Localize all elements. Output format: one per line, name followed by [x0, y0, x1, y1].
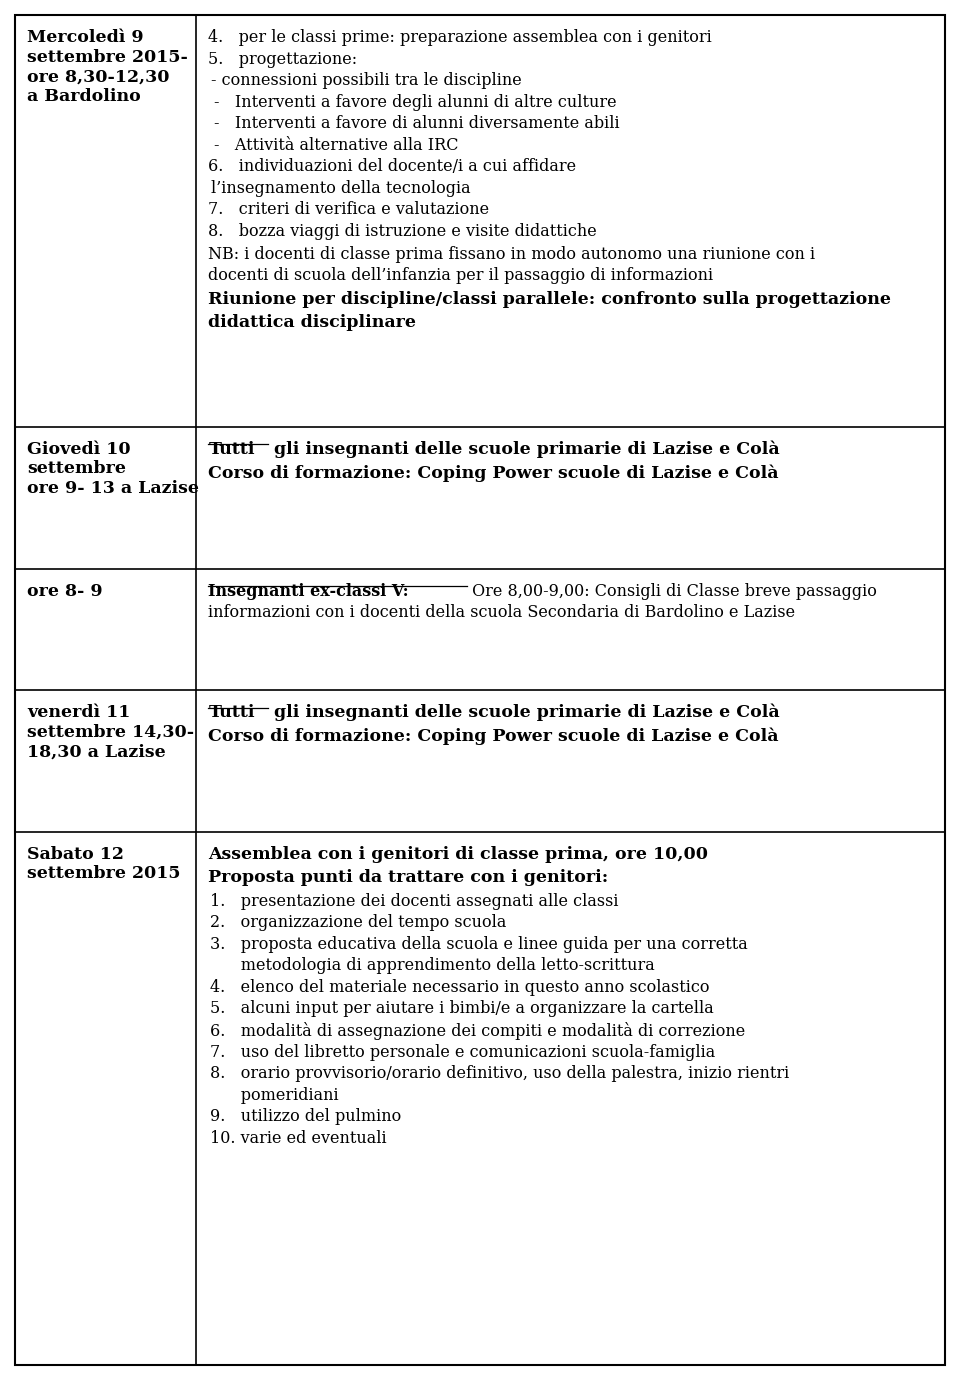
Text: pomeridiani: pomeridiani — [210, 1086, 339, 1104]
Text: 4.   elenco del materiale necessario in questo anno scolastico: 4. elenco del materiale necessario in qu… — [210, 978, 709, 996]
Text: Sabato 12
settembre 2015: Sabato 12 settembre 2015 — [27, 846, 180, 882]
Text: 4.   per le classi prime: preparazione assemblea con i genitori: 4. per le classi prime: preparazione ass… — [208, 29, 712, 46]
Text: Ore 8,00-9,00: Consigli di Classe breve passaggio: Ore 8,00-9,00: Consigli di Classe breve … — [468, 582, 877, 599]
Text: venerdì 11
settembre 14,30-
18,30 a Lazise: venerdì 11 settembre 14,30- 18,30 a Lazi… — [27, 704, 194, 760]
Text: Assemblea con i genitori di classe prima, ore 10,00: Assemblea con i genitori di classe prima… — [208, 846, 708, 862]
Text: 8.   orario provvisorio/orario definitivo, uso della palestra, inizio rientri: 8. orario provvisorio/orario definitivo,… — [210, 1065, 789, 1082]
Text: 1.   presentazione dei docenti assegnati alle classi: 1. presentazione dei docenti assegnati a… — [210, 893, 619, 909]
Text: -   Attività alternative alla IRC: - Attività alternative alla IRC — [214, 137, 459, 153]
Text: 8.   bozza viaggi di istruzione e visite didattiche: 8. bozza viaggi di istruzione e visite d… — [208, 224, 597, 240]
Text: metodologia di apprendimento della letto-scrittura: metodologia di apprendimento della letto… — [210, 958, 655, 974]
Text: -   Interventi a favore degli alunni di altre culture: - Interventi a favore degli alunni di al… — [214, 94, 617, 110]
Text: NB: i docenti di classe prima fissano in modo autonomo una riunione con i: NB: i docenti di classe prima fissano in… — [208, 246, 815, 262]
Text: informazioni con i docenti della scuola Secondaria di Bardolino e Lazise: informazioni con i docenti della scuola … — [208, 604, 796, 621]
Text: docenti di scuola dell’infanzia per il passaggio di informazioni: docenti di scuola dell’infanzia per il p… — [208, 268, 713, 284]
Text: l’insegnamento della tecnologia: l’insegnamento della tecnologia — [211, 179, 471, 197]
Text: 6.   modalità di assegnazione dei compiti e modalità di correzione: 6. modalità di assegnazione dei compiti … — [210, 1023, 746, 1041]
Text: 10. varie ed eventuali: 10. varie ed eventuali — [210, 1130, 387, 1147]
Text: gli insegnanti delle scuole primarie di Lazise e Colà: gli insegnanti delle scuole primarie di … — [269, 704, 780, 722]
Text: 9.   utilizzo del pulmino: 9. utilizzo del pulmino — [210, 1108, 401, 1125]
Text: 5.   progettazione:: 5. progettazione: — [208, 51, 357, 68]
Text: ore 8- 9: ore 8- 9 — [27, 582, 103, 599]
Text: Tutti: Tutti — [208, 440, 254, 458]
Text: 7.   uso del libretto personale e comunicazioni scuola-famiglia: 7. uso del libretto personale e comunica… — [210, 1043, 715, 1061]
Text: 2.   organizzazione del tempo scuola: 2. organizzazione del tempo scuola — [210, 914, 507, 932]
Text: gli insegnanti delle scuole primarie di Lazise e Colà: gli insegnanti delle scuole primarie di … — [269, 440, 780, 458]
Text: Insegnanti ex-classi V:: Insegnanti ex-classi V: — [208, 582, 409, 599]
Text: - connessioni possibili tra le discipline: - connessioni possibili tra le disciplin… — [211, 72, 522, 90]
Text: -   Interventi a favore di alunni diversamente abili: - Interventi a favore di alunni diversam… — [214, 116, 620, 132]
Text: Giovedì 10
settembre
ore 9- 13 a Lazise: Giovedì 10 settembre ore 9- 13 a Lazise — [27, 440, 199, 497]
Text: 7.   criteri di verifica e valutazione: 7. criteri di verifica e valutazione — [208, 201, 490, 218]
Text: Riunione per discipline/classi parallele: confronto sulla progettazione: Riunione per discipline/classi parallele… — [208, 291, 891, 308]
Text: 5.   alcuni input per aiutare i bimbi/e a organizzare la cartella: 5. alcuni input per aiutare i bimbi/e a … — [210, 1000, 714, 1017]
Text: Tutti: Tutti — [208, 704, 254, 720]
Text: 6.   individuazioni del docente/i a cui affidare: 6. individuazioni del docente/i a cui af… — [208, 159, 576, 175]
Text: 3.   proposta educativa della scuola e linee guida per una corretta: 3. proposta educativa della scuola e lin… — [210, 936, 748, 952]
Text: Corso di formazione: Coping Power scuole di Lazise e Colà: Corso di formazione: Coping Power scuole… — [208, 464, 779, 482]
Text: Mercoledì 9
settembre 2015-
ore 8,30-12,30
a Bardolino: Mercoledì 9 settembre 2015- ore 8,30-12,… — [27, 29, 188, 105]
Text: Corso di formazione: Coping Power scuole di Lazise e Colà: Corso di formazione: Coping Power scuole… — [208, 727, 779, 745]
Text: didattica disciplinare: didattica disciplinare — [208, 315, 417, 331]
Text: Proposta punti da trattare con i genitori:: Proposta punti da trattare con i genitor… — [208, 869, 609, 886]
